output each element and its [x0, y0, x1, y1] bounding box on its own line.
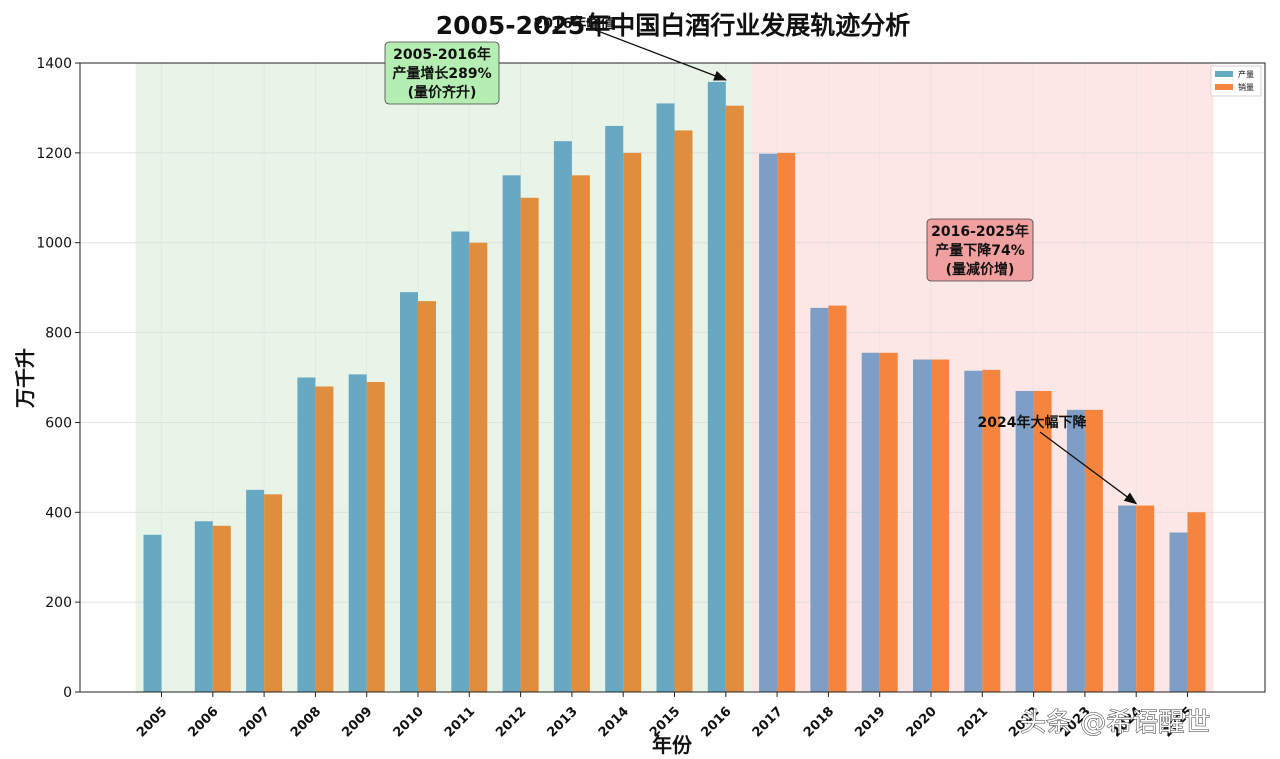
- bar-production-2022: [1015, 390, 1034, 692]
- bar-production-2020: [913, 359, 931, 692]
- bar-production-2016: [707, 81, 726, 693]
- bar-sales-2017: [777, 152, 796, 692]
- x-tick-label-2010: 2010: [391, 704, 427, 740]
- bar-sales-2022: [1033, 390, 1052, 692]
- bar-production-2008: [297, 377, 316, 692]
- bar-production-2021: [964, 370, 983, 692]
- region-growth-label-box: [384, 41, 500, 105]
- y-axis-label: 万千升: [13, 348, 37, 409]
- x-tick-label-2016: 2016: [698, 704, 734, 740]
- plot-frame: [79, 62, 1266, 693]
- annotation-arrow-2024: [1039, 431, 1138, 505]
- legend-swatch-production: [1215, 71, 1233, 77]
- bar-sales-2014: [623, 152, 642, 692]
- region-decline-label-line: 产量下降74%: [935, 242, 1025, 259]
- x-tick-label-2012: 2012: [493, 704, 529, 740]
- x-tick-label-2020: 2020: [904, 704, 940, 740]
- x-tick-label-2014: 2014: [596, 704, 632, 740]
- bar-production-2018: [810, 307, 829, 692]
- x-tick-label-2011: 2011: [442, 704, 478, 740]
- bar-production-2025: [1169, 532, 1188, 692]
- y-tick-label: 600: [45, 415, 72, 431]
- bar-sales-2006: [212, 525, 231, 692]
- bar-sales-2025: [1187, 512, 1206, 692]
- bar-production-2006: [194, 521, 213, 692]
- bar-sales-2010: [418, 301, 436, 692]
- x-tick-label-2019: 2019: [852, 704, 888, 740]
- region-growth: [135, 63, 752, 692]
- bar-production-2007: [246, 489, 265, 692]
- bar-sales-2008: [315, 386, 334, 692]
- bars: [143, 81, 1206, 693]
- bar-production-2010: [400, 292, 418, 692]
- bar-production-2013: [553, 141, 572, 692]
- x-tick-label-2008: 2008: [288, 704, 324, 740]
- x-tick-label-2017: 2017: [750, 704, 786, 740]
- bar-production-2005: [143, 534, 162, 692]
- y-tick-label: 1200: [36, 146, 72, 162]
- bar-production-2012: [502, 175, 521, 693]
- bar-sales-2012: [520, 197, 539, 693]
- chart-title: 2005-2025年中国白酒行业发展轨迹分析: [436, 11, 911, 40]
- region-growth-label-line: (量价齐升): [408, 84, 477, 101]
- region-decline-label-line: (量减价增): [946, 261, 1015, 278]
- legend-swatch-sales: [1215, 84, 1233, 90]
- bar-sales-2019: [879, 352, 898, 692]
- bar-sales-2007: [264, 494, 283, 692]
- annotation-text-2024: 2024年大幅下降: [978, 414, 1088, 431]
- legend: 产量 销量: [1210, 65, 1262, 97]
- x-tick-label-2005: 2005: [134, 704, 170, 740]
- bar-sales-2024: [1136, 505, 1155, 692]
- bar-production-2015: [656, 103, 675, 692]
- x-axis-label: 年份: [652, 733, 693, 757]
- x-tick-label-2018: 2018: [801, 704, 837, 740]
- region-decline-label-line: 2016-2025年: [931, 223, 1029, 240]
- bar-sales-2011: [469, 242, 488, 692]
- bar-production-2024: [1118, 505, 1137, 692]
- y-tick-label: 1000: [36, 236, 72, 252]
- y-axis-ticks: 0 200 400 600 800 1000 1200 1400: [36, 56, 80, 701]
- region-growth-label-line: 产量增长289%: [392, 65, 491, 82]
- y-tick-label: 800: [45, 326, 72, 342]
- bar-sales-2023: [1084, 409, 1103, 692]
- watermark: 头条 @希语醒世: [1020, 708, 1210, 738]
- x-tick-label-2006: 2006: [185, 704, 221, 740]
- bar-sales-2009: [366, 381, 385, 692]
- annotation-text-2016: 2016年峰值: [534, 15, 615, 32]
- bar-sales-2021: [982, 369, 1001, 692]
- bar-sales-2015: [674, 130, 693, 693]
- x-tick-label-2021: 2021: [955, 704, 991, 740]
- y-tick-label: 400: [45, 505, 72, 521]
- legend-label-sales: 销量: [1238, 82, 1254, 92]
- bar-production-2023: [1066, 409, 1085, 692]
- bar-production-2011: [451, 231, 470, 692]
- bar-production-2014: [605, 125, 624, 692]
- region-decline-label-box: [926, 218, 1034, 282]
- y-tick-label: 1400: [36, 56, 72, 72]
- bar-sales-2016: [725, 105, 744, 693]
- annotation-arrow-2016: [589, 27, 728, 81]
- x-tick-label-2009: 2009: [339, 704, 375, 740]
- x-tick-label-2007: 2007: [237, 704, 273, 740]
- region-growth-label-line: 2005-2016年: [393, 46, 491, 63]
- bar-production-2009: [348, 374, 367, 692]
- x-tick-label-2013: 2013: [545, 704, 581, 740]
- bar-sales-2013: [571, 175, 590, 693]
- y-tick-label: 0: [63, 685, 72, 701]
- legend-label-production: 产量: [1238, 69, 1254, 79]
- bar-production-2017: [759, 153, 778, 692]
- bar-production-2019: [861, 352, 880, 692]
- bar-sales-2018: [828, 305, 847, 692]
- y-tick-label: 200: [45, 595, 72, 611]
- annotations: 2016年峰值 2024年大幅下降: [534, 15, 1138, 505]
- bar-sales-2020: [931, 359, 949, 692]
